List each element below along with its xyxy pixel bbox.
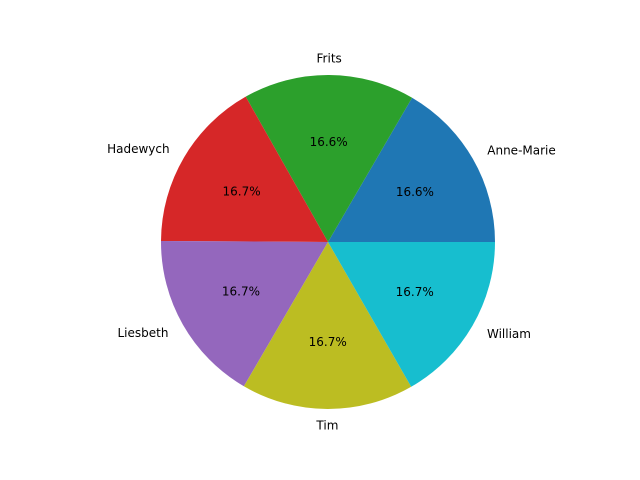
slice-percent-william: 16.7%: [396, 285, 434, 299]
slice-label-william: William: [487, 327, 531, 341]
slice-label-frits: Frits: [317, 51, 342, 65]
slice-label-anne-marie: Anne-Marie: [487, 143, 556, 157]
slice-percent-liesbeth: 16.7%: [222, 285, 260, 299]
slice-percent-anne-marie: 16.6%: [396, 185, 434, 199]
slice-label-liesbeth: Liesbeth: [117, 326, 168, 340]
pie-slice-hadewych: [161, 96, 328, 242]
slice-percent-tim: 16.7%: [309, 335, 347, 349]
slice-percent-frits: 16.6%: [310, 135, 348, 149]
pie-wedges: [161, 74, 495, 409]
slice-label-hadewych: Hadewych: [107, 142, 170, 156]
pie-slice-william: [328, 242, 495, 387]
pie-slice-tim: [243, 242, 412, 409]
slice-percent-hadewych: 16.7%: [223, 184, 261, 198]
pie-slice-anne-marie: [328, 97, 495, 242]
pie-labels: Anne-Marie 16.6% Frits 16.6% Hadewych 16.7% Li…: [107, 51, 556, 432]
pie-slice-frits: [245, 74, 413, 242]
slice-label-tim: Tim: [315, 419, 338, 433]
pie-slice-liesbeth: [161, 240, 328, 387]
